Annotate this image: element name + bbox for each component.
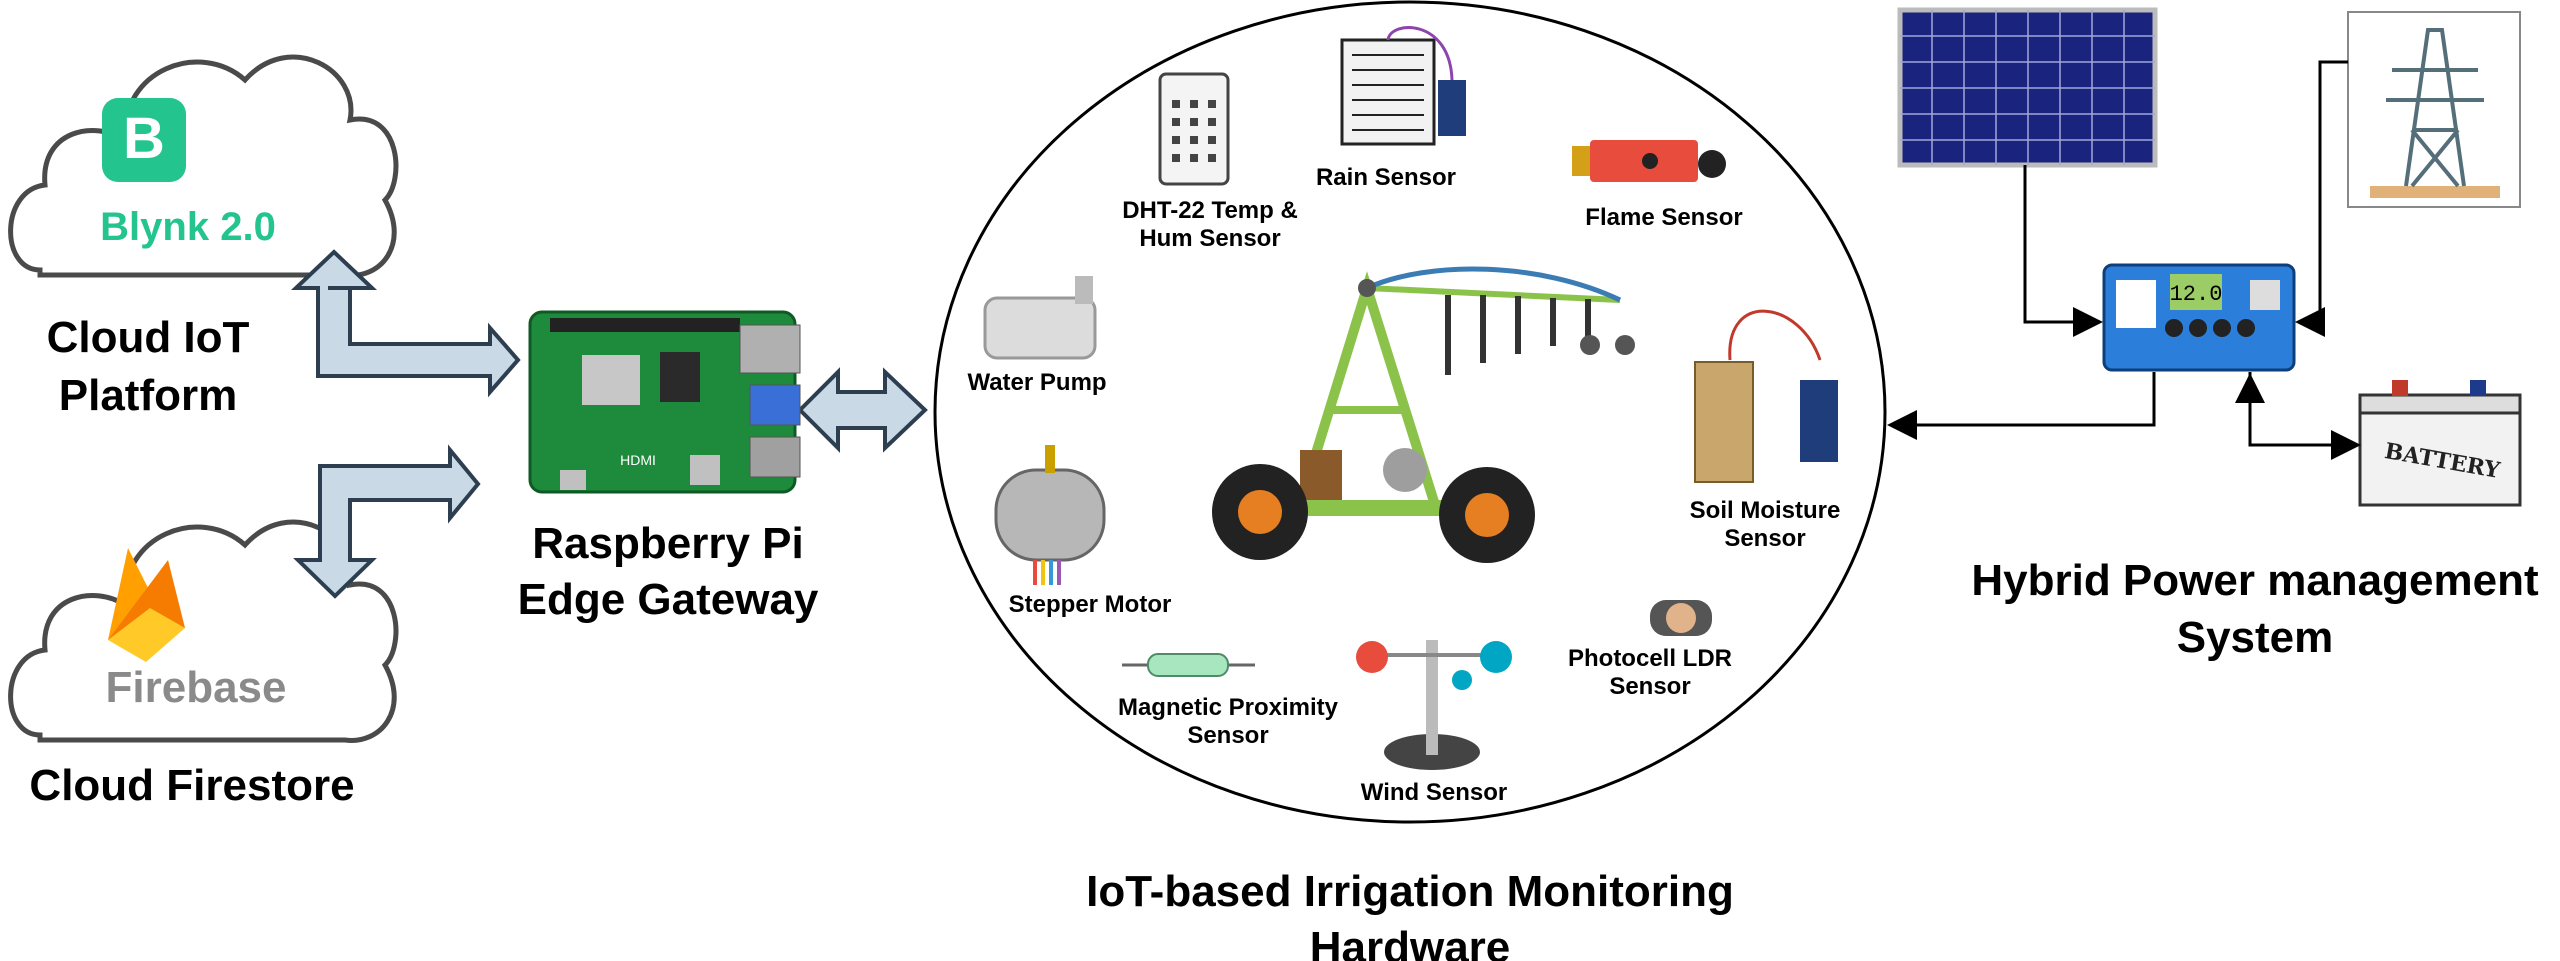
cloud-firestore-caption: Cloud Firestore xyxy=(29,761,354,810)
charge-controller-icon: 12.0 xyxy=(2102,263,2296,372)
raspberry-pi-board: HDMI Raspberry Pi Edge Gateway xyxy=(518,310,819,624)
power-caption-line2: System xyxy=(2177,613,2334,662)
pi-hdmi-text: HDMI xyxy=(620,452,656,468)
wind-sensor-group: Wind Sensor xyxy=(1356,640,1512,806)
magnetic-sensor-icon xyxy=(1147,653,1229,677)
blynk-name: Blynk 2.0 xyxy=(100,205,276,249)
gateway-caption-line1: Raspberry Pi xyxy=(532,519,803,568)
water-pump-label: Water Pump xyxy=(967,369,1106,396)
solar-panel-icon xyxy=(1897,7,2158,168)
blynk-gateway-arrow xyxy=(290,249,521,398)
firebase-cloud-group: Firebase Cloud Firestore xyxy=(8,519,399,810)
ldr-label-line1: Photocell LDR xyxy=(1568,645,1732,672)
blynk-cloud-icon xyxy=(8,54,399,278)
wind-sensor-label: Wind Sensor xyxy=(1361,779,1507,806)
controller-display: 12.0 xyxy=(2170,282,2223,307)
firebase-flame-icon xyxy=(108,548,185,662)
wind-cup-left-icon xyxy=(1356,641,1388,673)
flame-sensor-label: Flame Sensor xyxy=(1585,204,1742,231)
flame-sensor-group: Flame Sensor xyxy=(1572,140,1743,231)
ldr-label-line2: Sensor xyxy=(1609,673,1690,700)
dht22-icon xyxy=(1158,72,1230,186)
magnetic-label-line2: Sensor xyxy=(1187,722,1268,749)
blynk-logo-icon xyxy=(102,98,186,182)
pivot-irrigation-machine xyxy=(1212,266,1635,563)
rain-sensor-icon xyxy=(1340,38,1436,146)
battery-icon: BATTERY xyxy=(2358,380,2522,507)
firebase-name: Firebase xyxy=(106,663,287,712)
hardware-caption-line1: IoT-based Irrigation Monitoring xyxy=(1086,867,1734,916)
dht22-label-line2: Hum Sensor xyxy=(1139,225,1280,252)
ldr-sensor-group: Photocell LDR Sensor xyxy=(1568,600,1732,700)
cloud-iot-caption-line1: Cloud IoT xyxy=(47,313,250,362)
stepper-motor-icon xyxy=(994,468,1106,562)
controller-battery-line xyxy=(2248,372,2361,460)
magnetic-label-line1: Magnetic Proximity xyxy=(1118,694,1339,721)
gateway-hardware-arrow xyxy=(797,367,928,453)
rain-sensor-group: Rain Sensor xyxy=(1316,26,1466,191)
water-pump-icon xyxy=(983,296,1097,360)
soil-moisture-group: Soil Moisture Sensor xyxy=(1690,309,1841,552)
power-tower-icon xyxy=(2347,11,2521,208)
stepper-motor-label: Stepper Motor xyxy=(1009,591,1172,618)
soil-moisture-probe-icon xyxy=(1694,361,1754,483)
stepper-motor-group: Stepper Motor xyxy=(994,445,1172,618)
water-pump-group: Water Pump xyxy=(967,276,1107,396)
power-caption-line1: Hybrid Power management xyxy=(1971,556,2539,605)
blynk-logo-letter: B xyxy=(123,106,165,171)
controller-hardware-line xyxy=(1887,372,2156,440)
blynk-cloud-group: B Blynk 2.0 Cloud IoT Platform xyxy=(8,54,399,420)
firebase-cloud-icon xyxy=(8,519,399,743)
magnetic-sensor-group: Magnetic Proximity Sensor xyxy=(1118,653,1339,749)
power-connectors xyxy=(1887,60,2361,460)
firebase-gateway-arrow xyxy=(293,444,481,599)
hardware-caption-line2: Hardware xyxy=(1310,923,1511,961)
soil-moisture-label-line1: Soil Moisture xyxy=(1690,497,1841,524)
dht22-label-line1: DHT-22 Temp & xyxy=(1122,197,1298,224)
cloud-gateway-arrows xyxy=(290,249,928,599)
tower-controller-line xyxy=(2295,60,2348,337)
soil-moisture-label-line2: Sensor xyxy=(1724,525,1805,552)
wind-cup-right-icon xyxy=(1480,641,1512,673)
solar-controller-line xyxy=(2023,165,2103,337)
hardware-boundary xyxy=(933,0,1887,824)
cloud-iot-caption-line2: Platform xyxy=(59,371,237,420)
rain-sensor-label: Rain Sensor xyxy=(1316,164,1456,191)
gateway-caption-line2: Edge Gateway xyxy=(518,575,819,624)
dht22-group: DHT-22 Temp & Hum Sensor xyxy=(1122,72,1298,252)
